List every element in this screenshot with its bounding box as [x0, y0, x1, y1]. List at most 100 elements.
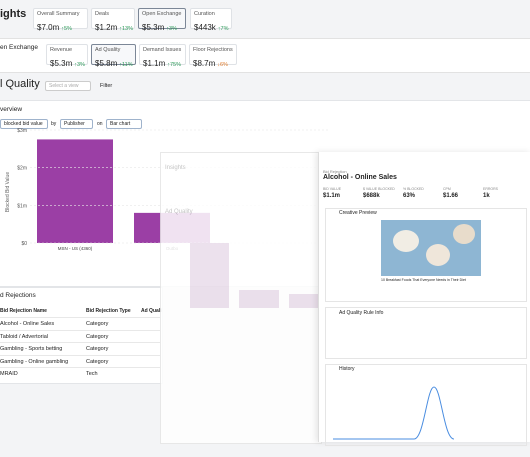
- tab-value: $5.3m: [142, 23, 165, 32]
- y-tick-label: $2m: [17, 166, 27, 172]
- rule-card: [325, 307, 527, 359]
- table-cell: Category: [86, 333, 109, 340]
- table-cell: Category: [86, 346, 109, 352]
- metric-label: CPM: [443, 187, 451, 191]
- metric-value: $1.66: [443, 193, 459, 199]
- tab-label: Curation: [194, 11, 215, 17]
- y-tick-label: $1m: [17, 203, 27, 209]
- overview-title: verview: [0, 106, 23, 113]
- tab-change: ↑7%: [217, 26, 229, 32]
- tab-label: Overall Summary: [37, 11, 80, 17]
- preview-card: [325, 208, 527, 302]
- detail-kicker: Bid Rejection: [323, 169, 347, 174]
- tab[interactable]: Revenue $5.3m ↑3%: [46, 44, 88, 68]
- dimension-select[interactable]: Publisher: [60, 119, 93, 129]
- bowl: [453, 224, 475, 244]
- view-select[interactable]: Select a view: [45, 81, 91, 91]
- filter-button[interactable]: Filter: [100, 83, 113, 89]
- table-cell: Alcohol - Online Sales: [0, 321, 55, 327]
- table-header: Bid Rejection Name Bid Rejection Type Ad Q…: [0, 306, 162, 318]
- metric-label: % BLOCKED: [403, 187, 424, 191]
- y-axis-label: Blocked Bid Value: [5, 172, 11, 212]
- table-cell: Category: [86, 321, 109, 327]
- metric-label: BID VALUE: [323, 187, 342, 191]
- faded-section: Ad Quality: [165, 209, 193, 215]
- rule-title: Ad Quality Rule Info: [339, 310, 384, 316]
- preview-image: [381, 220, 481, 276]
- history-title: History: [339, 366, 355, 372]
- faded-screenshot: Insights Ad Quality: [160, 152, 322, 444]
- tab-label: Revenue: [50, 47, 73, 53]
- tab-label: Deals: [95, 11, 110, 17]
- table-cell: Gambling - Online gambling: [0, 358, 69, 365]
- tab[interactable]: Ad Quality $5.8m ↑11%: [91, 44, 136, 68]
- tab-label: Floor Rejections: [193, 47, 233, 53]
- metric-value: 63%: [403, 193, 416, 199]
- faded-bar: [190, 243, 229, 308]
- preview-title: Creative Preview: [339, 210, 377, 216]
- tab-change: ↓6%: [217, 62, 228, 68]
- tab-change: ↑3%: [74, 62, 85, 68]
- table-title: d Rejections: [0, 292, 36, 299]
- tab-change: ↑75%: [167, 62, 181, 68]
- tab[interactable]: Open Exchange $5.3m ↑3%: [138, 8, 186, 32]
- page: ights Overall Summary $7.0m ↑5% Deals $1.2m ↑…: [0, 8, 530, 446]
- tab-change: ↑3%: [166, 26, 177, 32]
- tab-value: $5.3m: [50, 59, 73, 68]
- tab-value: $1.1m: [143, 59, 166, 68]
- table-cell: MRAID: [0, 371, 18, 377]
- y-tick-label: $0: [21, 241, 27, 247]
- table-row: MRAID Tech: [0, 367, 160, 380]
- column-header: Bid Rejection Name: [0, 308, 47, 314]
- tab-value: $5.8m: [95, 59, 118, 68]
- preview-headline: 10 Breakfast Foods That Everyone Needs i…: [381, 278, 466, 282]
- table-cell: Category: [86, 358, 109, 365]
- column-header: Bid Rejection Type: [86, 308, 131, 314]
- tab[interactable]: Deals $1.2m ↑13%: [91, 8, 135, 32]
- metric-value: 1k: [483, 193, 490, 199]
- metric-value: $688k: [363, 193, 380, 199]
- section-title: l Quality: [0, 78, 40, 90]
- by-text: by: [51, 121, 57, 127]
- tab-label: Open Exchange: [142, 11, 182, 17]
- table-row: Gambling - Sports betting Category: [0, 342, 160, 355]
- tab[interactable]: Floor Rejections $8.7m ↓6%: [189, 44, 237, 68]
- tab-value: $1.2m: [95, 23, 118, 32]
- chart-kind-select[interactable]: Bar chart: [106, 119, 142, 129]
- tab-change: ↑5%: [61, 26, 72, 32]
- subnav: [0, 38, 530, 73]
- subnav-title: en Exchange: [0, 44, 38, 51]
- tab[interactable]: Overall Summary $7.0m ↑5%: [33, 8, 88, 32]
- table-row: Tabloid / Advertorial Category: [0, 329, 160, 343]
- tab-value: $7.0m: [37, 23, 60, 32]
- tab-label: Demand Issues: [143, 47, 182, 53]
- tab[interactable]: Demand Issues $1.1m ↑75%: [139, 44, 186, 68]
- detail-panel: Bid Rejection Alcohol - Online Sales BID…: [318, 152, 530, 446]
- chart: OutboMSN - US (4360)$3m$2m$1m$0 Blocked …: [5, 128, 330, 251]
- y-tick-label: $3m: [17, 128, 27, 134]
- bowl: [393, 230, 419, 252]
- metric-label: $ VALUE BLOCKED: [363, 187, 395, 191]
- x-tick-label: MSN - US (4360): [58, 246, 93, 251]
- history-line: [333, 386, 455, 440]
- table-row: Alcohol - Online Sales Category: [0, 317, 160, 330]
- bar: [37, 139, 113, 243]
- tab-label: Ad Quality: [95, 47, 121, 53]
- detail-title: Alcohol - Online Sales: [323, 174, 397, 181]
- tab-value: $8.7m: [193, 59, 216, 68]
- history-chart: [333, 386, 455, 440]
- faded-title: Insights: [165, 165, 186, 171]
- table-row: Gambling - Online gambling Category: [0, 354, 160, 368]
- tab[interactable]: Curation $443k ↑7%: [190, 8, 232, 32]
- column-header: Ad Quali: [141, 308, 162, 314]
- tab-change: ↑13%: [119, 26, 133, 32]
- bowl: [426, 244, 450, 266]
- faded-bar: [289, 294, 321, 308]
- metric-label: ERRORS: [483, 187, 498, 191]
- table-cell: Tech: [86, 371, 98, 377]
- table-cell: Gambling - Sports betting: [0, 346, 63, 352]
- tab-change: ↑11%: [119, 62, 133, 68]
- metric-select[interactable]: blocked bid value: [0, 119, 48, 129]
- table-cell: Tabloid / Advertorial: [0, 333, 48, 340]
- tab-value: $443k: [194, 23, 216, 32]
